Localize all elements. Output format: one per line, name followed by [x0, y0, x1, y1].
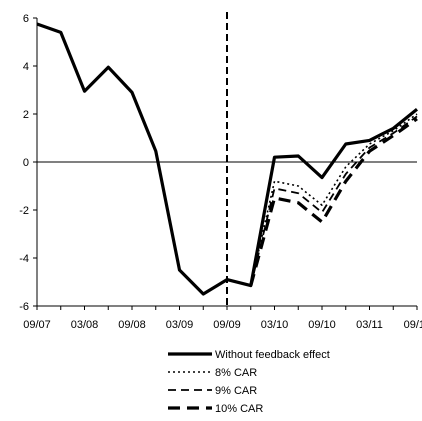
y-tick-label: 6 [23, 13, 29, 25]
y-tick-label: -4 [19, 253, 29, 265]
series-line-10-car [249, 117, 418, 287]
x-tick-label: 09/10 [308, 319, 336, 331]
legend-label: 10% CAR [215, 403, 263, 415]
legend-item-without-feedback-effect: Without feedback effect [168, 349, 330, 361]
y-axis: -6 -4 -2 0 2 4 6 [19, 13, 38, 313]
y-tick-label: 4 [23, 61, 29, 73]
x-tick-label: 03/11 [356, 319, 383, 331]
x-tick-label: 09/07 [23, 319, 51, 331]
y-tick-label: -2 [19, 205, 29, 217]
legend-item-9-car: 9% CAR [168, 385, 257, 397]
series-line-without-feedback-effect [36, 22, 419, 296]
x-tick-label: 03/10 [261, 319, 289, 331]
series-group [36, 22, 419, 296]
x-tick-label: 09/11 [404, 319, 422, 331]
series-line-8-car [250, 113, 418, 286]
legend-label: 9% CAR [215, 385, 257, 397]
x-tick-label: 03/08 [71, 319, 99, 331]
y-tick-label: 2 [23, 109, 29, 121]
x-tick-label: 09/08 [118, 319, 146, 331]
legend-label: 8% CAR [215, 367, 257, 379]
x-tick-label: 03/09 [166, 319, 194, 331]
legend-label: Without feedback effect [215, 349, 330, 361]
legend-item-8-car: 8% CAR [168, 367, 257, 379]
legend: Without feedback effect 8% CAR 9% CAR 10% C… [168, 349, 330, 415]
x-tick-label: 09/09 [213, 319, 241, 331]
y-tick-label: -6 [19, 301, 29, 313]
x-axis: 09/07 03/08 09/08 03/09 09/09 03/10 09/10 03/11… [23, 305, 422, 331]
y-tick-label: 0 [23, 157, 29, 169]
series-line-9-car [249, 115, 418, 286]
legend-item-10-car: 10% CAR [168, 403, 263, 415]
